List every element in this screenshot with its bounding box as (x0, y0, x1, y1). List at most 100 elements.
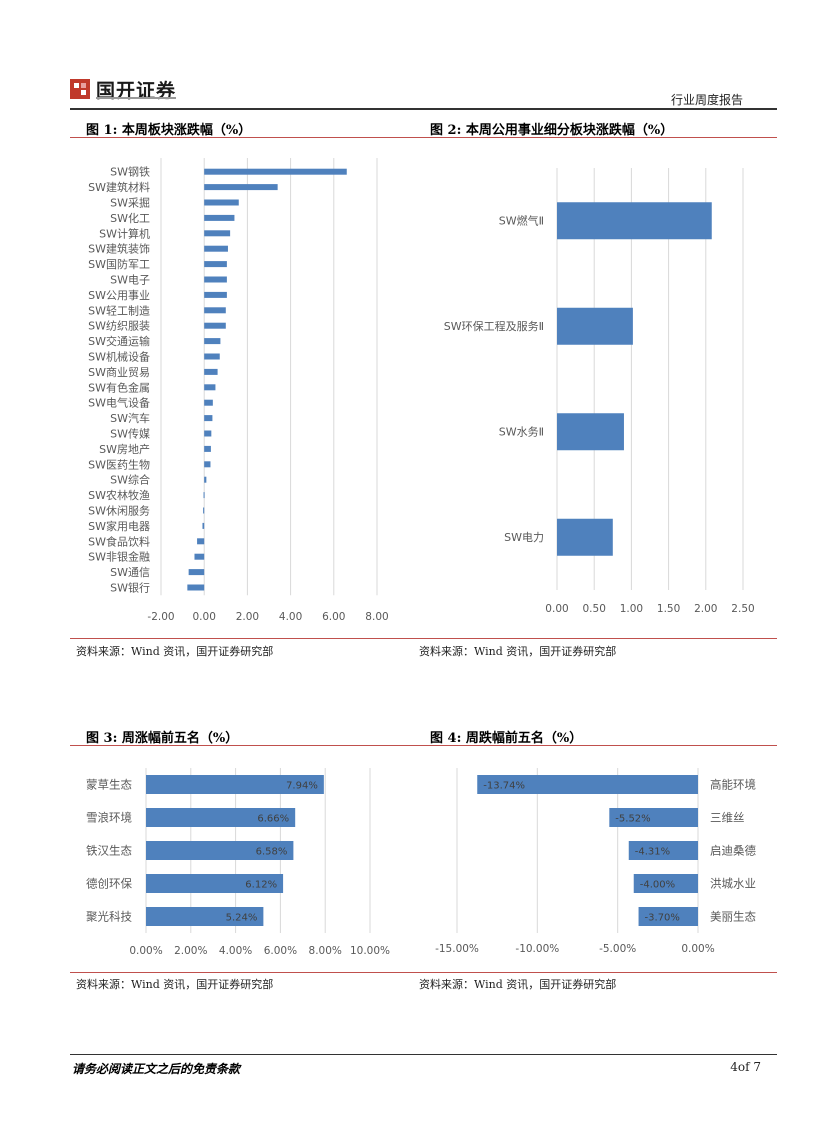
chart-3-x-tick-label: 2.00% (174, 945, 207, 957)
figure-1-title: 图 1: 本周板块涨跌幅（%） (86, 123, 252, 138)
chart-1-category-label: SW通信 (110, 566, 150, 579)
chart-2-category-label: SW水务Ⅱ (499, 426, 544, 439)
chart-1-category-label: SW采掘 (110, 195, 150, 209)
chart-1-bar (204, 230, 231, 237)
chart-1-category-label: SW化工 (110, 211, 150, 225)
figure-1-source: 资料来源：Wind 资讯，国开证券研究部 (76, 645, 274, 658)
report-type: 行业周度报告 (670, 93, 743, 107)
chart-2-category-label: SW电力 (504, 531, 544, 544)
figure-4-source: 资料来源：Wind 资讯，国开证券研究部 (419, 978, 617, 991)
chart-2-x-tick-label: 1.00 (620, 603, 643, 615)
chart-1-category-label: SW国防军工 (88, 257, 150, 271)
chart-1-category-label: SW公用事业 (88, 289, 150, 302)
chart-3-bar (146, 907, 264, 926)
chart-1-category-label: SW钢铁 (110, 166, 150, 179)
chart-1-bar (204, 291, 227, 298)
figure-row-2-top-rule (70, 745, 777, 746)
company-name: 国开证券 (96, 80, 177, 102)
chart-4-x-tick-label: -5.00% (599, 943, 636, 955)
chart-3-top-gainers: 0.00% 2.00% 4.00% 6.00% 8.00% 10.00% 蒙草生态 7.94%… (86, 768, 390, 957)
chart-1-bar (204, 199, 239, 206)
figure-3-source: 资料来源：Wind 资讯，国开证券研究部 (76, 978, 274, 991)
chart-1-category-label: SW医药生物 (88, 457, 150, 471)
chart-3-data-label: 7.94% (286, 781, 318, 792)
chart-1-bar (197, 538, 205, 545)
footer-disclaimer: 请务必阅读正文之后的免责条款 (72, 1062, 241, 1076)
chart-4-x-tick-label: -15.00% (435, 943, 479, 955)
chart-1-category-label: SW电气设备 (88, 396, 150, 410)
company-logo-icon (70, 79, 90, 99)
chart-3-data-label: 6.58% (256, 847, 288, 858)
chart-2-bar (557, 307, 633, 345)
chart-2-bar (557, 202, 712, 240)
chart-4-data-label: -5.52% (615, 814, 650, 825)
chart-4-bar (633, 874, 698, 893)
figure-row-2-bottom-rule (70, 972, 777, 973)
chart-3-category-label: 蒙草生态 (86, 778, 132, 792)
figure-row-1-bottom-rule (70, 638, 777, 639)
footer-divider (70, 1054, 777, 1055)
chart-1-bar (204, 168, 347, 175)
chart-3-bar (146, 841, 294, 860)
chart-1-x-tick-label: -2.00 (147, 611, 174, 623)
chart-3-category-label: 德创环保 (86, 877, 132, 891)
chart-2-utilities-subsector-change: 0.00 0.50 1.00 1.50 2.00 2.50 SW燃气Ⅱ SW环保工程及服务Ⅱ S… (444, 168, 755, 615)
chart-1-bar (204, 307, 226, 314)
chart-3-category-label: 铁汉生态 (86, 844, 132, 858)
chart-1-category-label: SW商业贸易 (88, 365, 150, 379)
chart-4-category-label: 启迪桑德 (710, 844, 756, 858)
chart-4-data-label: -4.31% (635, 847, 670, 858)
chart-1-bar (204, 214, 235, 221)
chart-3-bar (146, 874, 284, 893)
chart-4-category-label: 三维丝 (710, 811, 745, 825)
chart-2-x-tick-label: 2.50 (731, 603, 754, 615)
figure-2-title: 图 2: 本周公用事业细分板块涨跌幅（%） (430, 123, 674, 138)
chart-2-category-label: SW燃气Ⅱ (499, 214, 544, 228)
chart-1-bar (203, 492, 205, 499)
chart-1-bar (202, 522, 205, 529)
chart-4-data-label: -13.74% (483, 781, 525, 792)
chart-1-category-label: SW交通运输 (88, 334, 150, 348)
chart-1-category-label: SW传媒 (110, 427, 150, 440)
chart-2-category-label: SW环保工程及服务Ⅱ (444, 319, 544, 333)
chart-1-bar (204, 415, 213, 422)
chart-1-bar (204, 338, 221, 345)
chart-1-category-label: SW休闲服务 (88, 503, 150, 517)
chart-1-bar (204, 430, 212, 437)
chart-4-bar (477, 775, 698, 794)
chart-3-bar (146, 808, 296, 827)
chart-1-category-label: SW计算机 (99, 226, 150, 240)
figure-2-source: 资料来源：Wind 资讯，国开证券研究部 (419, 645, 617, 658)
chart-1-bar (204, 368, 218, 375)
page-number: 4of 7 (730, 1060, 761, 1074)
chart-1-category-label: SW有色金属 (88, 380, 150, 394)
chart-1-x-tick-label: 0.00 (193, 611, 216, 623)
chart-3-data-label: 6.66% (257, 814, 289, 825)
chart-1-category-label: SW综合 (110, 473, 150, 487)
chart-1-bar (204, 399, 213, 406)
chart-1-bar (187, 584, 205, 591)
chart-1-bar (188, 569, 205, 576)
chart-2-bar (557, 413, 624, 451)
chart-1-category-label: SW建筑装饰 (88, 242, 150, 256)
chart-1-category-label: SW轻工制造 (88, 303, 150, 317)
chart-1-category-label: SW机械设备 (88, 349, 150, 363)
chart-1-bar (204, 476, 207, 483)
chart-4-bar (638, 907, 698, 926)
logo-underline (96, 97, 176, 99)
chart-4-data-label: -4.00% (640, 880, 675, 891)
chart-3-x-tick-label: 10.00% (350, 945, 390, 957)
chart-1-bar (204, 353, 220, 360)
chart-1-bar (204, 384, 216, 391)
chart-4-x-tick-label: 0.00% (681, 943, 714, 955)
chart-1-category-label: SW非银金融 (88, 550, 150, 564)
chart-1-category-label: SW纺织服装 (88, 319, 150, 333)
chart-1-bar (204, 261, 227, 268)
chart-4-top-losers: -15.00% -10.00% -5.00% 0.00% 高能环境 -13.74% 三维丝 -… (435, 768, 756, 955)
chart-3-category-label: 雪浪环境 (86, 811, 132, 825)
chart-2-x-tick-label: 1.50 (657, 603, 680, 615)
chart-1-bar (204, 322, 226, 329)
chart-1-bar (204, 184, 278, 191)
chart-1-category-label: SW银行 (110, 580, 150, 594)
